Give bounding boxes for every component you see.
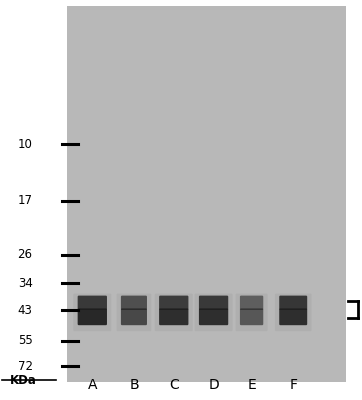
FancyBboxPatch shape	[240, 308, 263, 325]
FancyBboxPatch shape	[73, 294, 111, 331]
FancyBboxPatch shape	[159, 308, 188, 325]
FancyBboxPatch shape	[199, 308, 228, 325]
FancyBboxPatch shape	[117, 294, 151, 331]
FancyBboxPatch shape	[240, 296, 263, 310]
Text: 34: 34	[18, 277, 33, 290]
FancyBboxPatch shape	[77, 296, 107, 310]
Text: KDa: KDa	[10, 374, 37, 387]
FancyBboxPatch shape	[275, 294, 312, 331]
Text: 55: 55	[18, 334, 33, 347]
Text: E: E	[247, 378, 256, 392]
Text: 72: 72	[18, 360, 33, 372]
FancyBboxPatch shape	[121, 308, 147, 325]
Text: 17: 17	[18, 194, 33, 207]
FancyBboxPatch shape	[155, 294, 193, 331]
Text: D: D	[208, 378, 219, 392]
FancyBboxPatch shape	[67, 6, 346, 382]
FancyBboxPatch shape	[279, 296, 307, 310]
Text: 26: 26	[18, 248, 33, 261]
Text: C: C	[169, 378, 178, 392]
Text: F: F	[289, 378, 297, 392]
FancyBboxPatch shape	[159, 296, 188, 310]
FancyBboxPatch shape	[121, 296, 147, 310]
Text: 43: 43	[18, 304, 33, 316]
FancyBboxPatch shape	[199, 296, 228, 310]
FancyBboxPatch shape	[236, 294, 268, 331]
Text: 10: 10	[18, 138, 33, 150]
FancyBboxPatch shape	[279, 308, 307, 325]
Text: B: B	[129, 378, 139, 392]
FancyBboxPatch shape	[195, 294, 232, 331]
Text: A: A	[88, 378, 97, 392]
FancyBboxPatch shape	[77, 308, 107, 325]
